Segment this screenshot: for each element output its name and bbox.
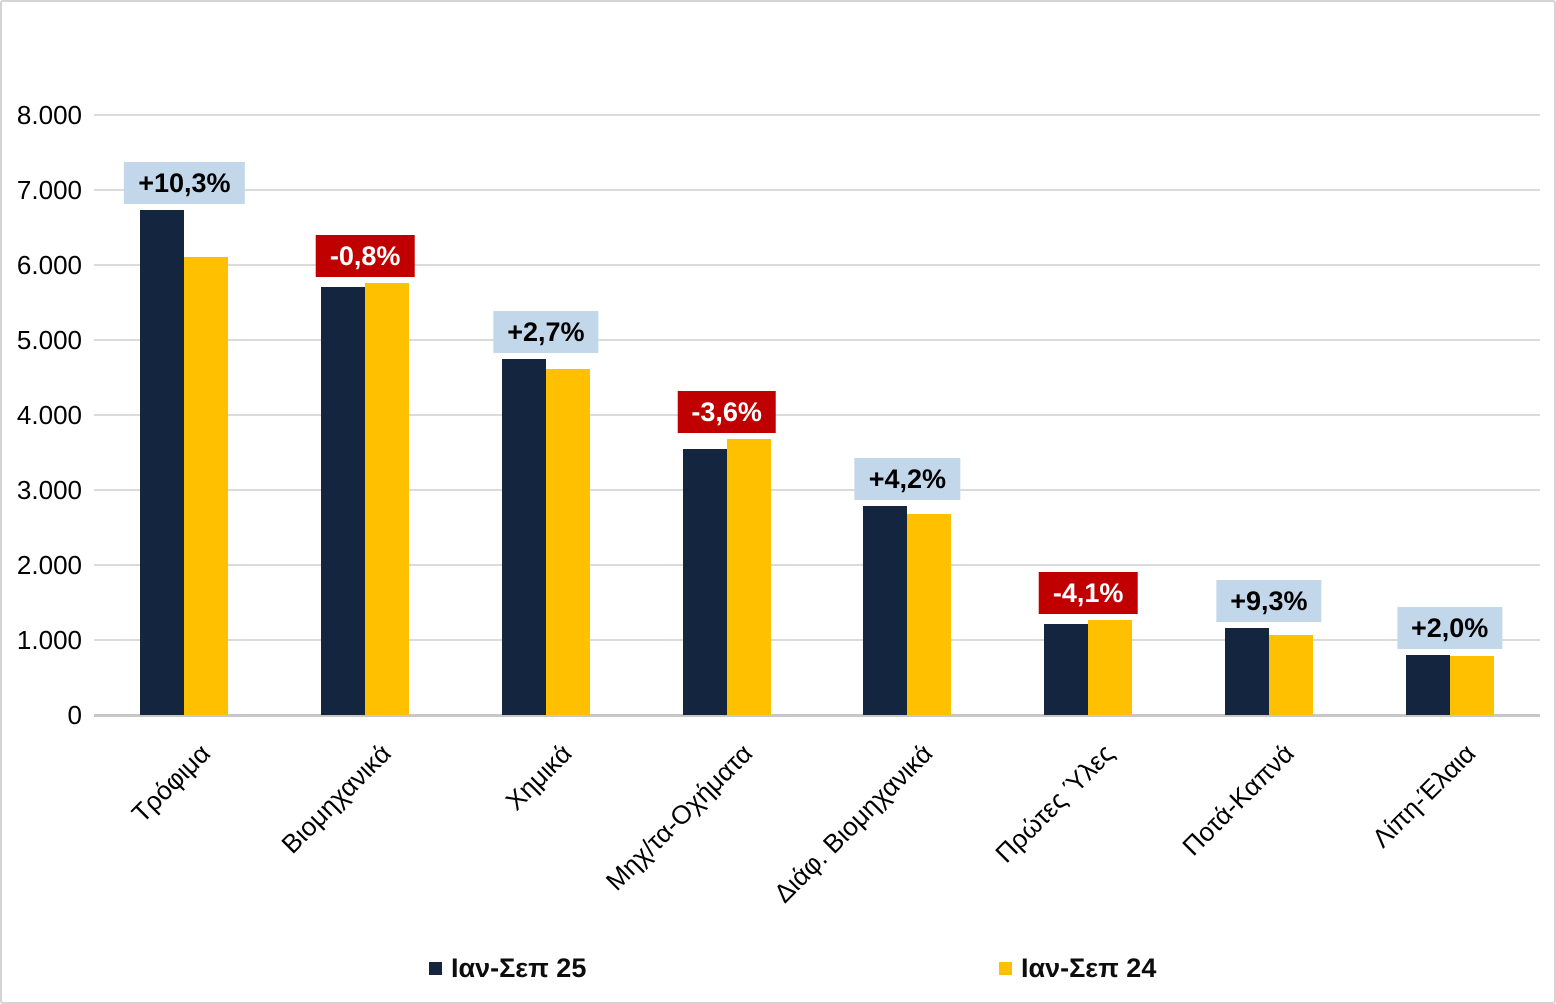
gridline	[94, 564, 1540, 566]
y-axis-tick-label: 2.000	[16, 550, 82, 580]
bar-series-2	[1088, 620, 1133, 715]
bar-series-2	[184, 257, 229, 715]
legend-label-ian-sep-25: Ιαν-Σεπ 25	[451, 952, 587, 983]
bar-series-2	[365, 283, 410, 715]
y-axis-tick-label: 7.000	[16, 175, 82, 205]
change-label: +9,3%	[1216, 580, 1322, 622]
gridline	[94, 639, 1540, 641]
change-label: -3,6%	[677, 391, 776, 433]
bar-series-1	[501, 359, 546, 715]
bar-series-2	[545, 369, 590, 715]
y-axis-tick-label: 1.000	[16, 625, 82, 655]
change-label: +2,0%	[1396, 607, 1503, 649]
legend-swatch-navy	[429, 961, 442, 975]
gridline	[94, 189, 1540, 191]
bar-series-2	[907, 514, 952, 715]
y-axis-tick-label: 8.000	[16, 100, 82, 130]
bar-series-1	[1224, 628, 1269, 715]
bar-series-1	[321, 287, 366, 715]
bar-series-1	[682, 449, 727, 715]
change-label: +10,3%	[124, 162, 245, 204]
bar-series-1	[140, 210, 185, 715]
legend-label-ian-sep-24: Ιαν-Σεπ 24	[1021, 952, 1157, 983]
x-axis-line	[94, 713, 1540, 717]
y-axis-tick-label: 3.000	[16, 475, 82, 505]
legend-item-ian-sep-25: Ιαν-Σεπ 25	[429, 953, 586, 983]
gridline	[94, 114, 1540, 116]
change-label: +2,7%	[493, 311, 599, 353]
gridline	[94, 264, 1540, 266]
legend-item-ian-sep-24: Ιαν-Σεπ 24	[999, 953, 1156, 983]
bar-series-2	[1449, 656, 1494, 715]
change-label: +4,2%	[854, 458, 961, 500]
bar-series-2	[726, 439, 771, 715]
y-axis-tick-label: 4.000	[16, 400, 82, 430]
legend-swatch-yellow	[999, 961, 1012, 975]
change-label: -0,8%	[315, 235, 415, 277]
bar-series-1	[1044, 624, 1089, 715]
gridline	[94, 414, 1540, 416]
bar-series-1	[863, 506, 908, 715]
y-axis-tick-label: 5.000	[16, 325, 82, 355]
gridline	[94, 339, 1540, 341]
y-axis-tick-label: 0	[67, 700, 82, 730]
bar-series-1	[1405, 655, 1450, 715]
y-axis-tick-label: 6.000	[16, 250, 82, 280]
change-label: -4,1%	[1038, 572, 1138, 614]
gridline	[94, 489, 1540, 491]
bar-series-2	[1268, 635, 1313, 715]
